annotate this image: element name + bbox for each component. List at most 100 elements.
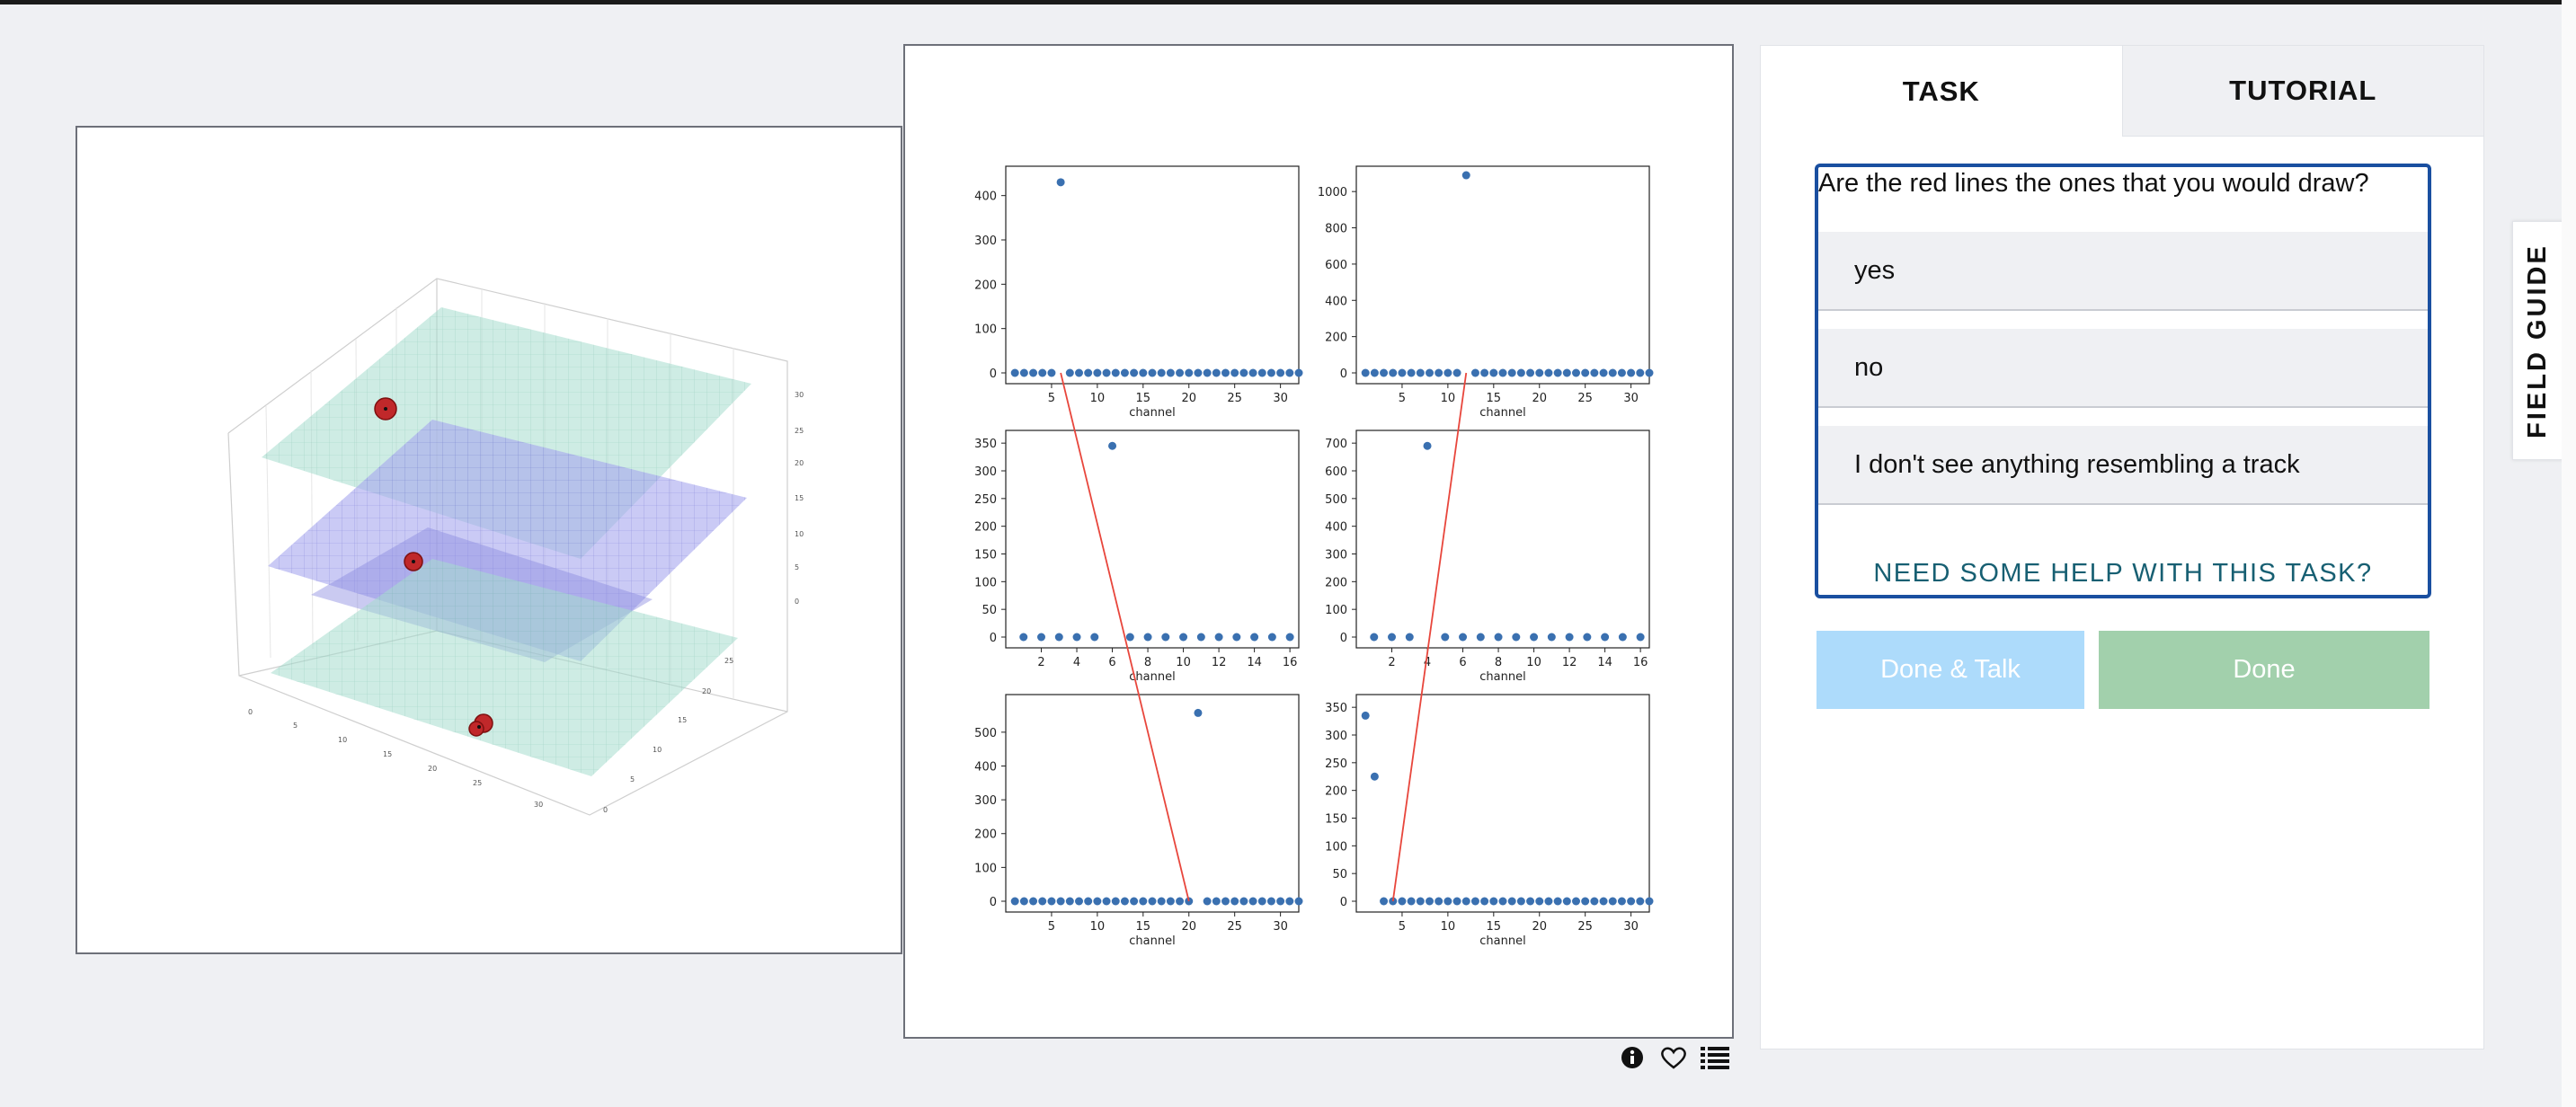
svg-text:10: 10 bbox=[338, 736, 347, 744]
data-point bbox=[1590, 368, 1599, 377]
y-tick-label: 50 bbox=[1332, 868, 1347, 881]
answer-yes[interactable]: yes bbox=[1818, 232, 2428, 311]
heart-icon[interactable] bbox=[1659, 1043, 1688, 1072]
data-point bbox=[1426, 368, 1434, 377]
data-point bbox=[1581, 897, 1590, 906]
data-point bbox=[1627, 897, 1636, 906]
x-tick-label: 20 bbox=[1181, 392, 1196, 405]
data-point bbox=[1037, 633, 1046, 642]
data-point bbox=[1166, 897, 1175, 906]
data-point bbox=[1157, 368, 1166, 377]
x-tick-label: 10 bbox=[1526, 656, 1541, 669]
data-point bbox=[1459, 633, 1468, 642]
data-point bbox=[1212, 897, 1221, 906]
data-point bbox=[1388, 633, 1397, 642]
data-point bbox=[1248, 897, 1257, 906]
data-point bbox=[1489, 368, 1498, 377]
data-point bbox=[1047, 897, 1056, 906]
data-point bbox=[1093, 368, 1102, 377]
data-point bbox=[1507, 368, 1516, 377]
data-point bbox=[1494, 633, 1503, 642]
svg-text:30: 30 bbox=[534, 801, 543, 809]
done-and-talk-button[interactable]: Done & Talk bbox=[1817, 631, 2084, 709]
data-point bbox=[1489, 897, 1498, 906]
answer-no[interactable]: no bbox=[1818, 329, 2428, 408]
help-link[interactable]: NEED SOME HELP WITH THIS TASK? bbox=[1873, 559, 2373, 588]
y-tick-label: 300 bbox=[974, 235, 997, 248]
data-point bbox=[1179, 633, 1188, 642]
data-point bbox=[1516, 368, 1525, 377]
y-tick-label: 400 bbox=[974, 190, 997, 204]
y-tick-label: 200 bbox=[974, 279, 997, 292]
data-point bbox=[1038, 897, 1047, 906]
scrollbar[interactable] bbox=[2562, 0, 2576, 1107]
data-point bbox=[1370, 368, 1379, 377]
data-point bbox=[1547, 633, 1556, 642]
data-point bbox=[1185, 368, 1194, 377]
plot-frame bbox=[1005, 430, 1300, 649]
data-point bbox=[1047, 368, 1056, 377]
data-point bbox=[1093, 897, 1102, 906]
data-point bbox=[1239, 368, 1248, 377]
tab-task[interactable]: TASK bbox=[1761, 46, 2122, 137]
info-icon[interactable] bbox=[1618, 1043, 1647, 1072]
tab-tutorial[interactable]: TUTORIAL bbox=[2121, 46, 2483, 137]
data-point bbox=[1038, 368, 1047, 377]
data-point bbox=[1250, 633, 1259, 642]
data-point bbox=[1361, 711, 1370, 720]
x-tick-label: 15 bbox=[1136, 392, 1151, 405]
x-tick-label: 14 bbox=[1597, 656, 1612, 669]
x-tick-label: 2 bbox=[1037, 656, 1044, 669]
data-point bbox=[1617, 368, 1626, 377]
plot-frame bbox=[1355, 430, 1650, 649]
data-point bbox=[1601, 633, 1610, 642]
data-point bbox=[1636, 368, 1645, 377]
y-tick-label: 100 bbox=[974, 323, 997, 337]
data-point bbox=[1416, 368, 1425, 377]
data-point bbox=[1257, 897, 1266, 906]
y-tick-label: 200 bbox=[1325, 332, 1347, 345]
x-tick-label: 25 bbox=[1577, 920, 1593, 934]
data-point bbox=[1617, 897, 1626, 906]
y-tick-label: 200 bbox=[974, 828, 997, 842]
answer-no-track[interactable]: I don't see anything resembling a track bbox=[1818, 426, 2428, 505]
done-button[interactable]: Done bbox=[2099, 631, 2429, 709]
data-point bbox=[1230, 897, 1239, 906]
task-tabs: TASK TUTORIAL bbox=[1761, 46, 2483, 137]
data-point bbox=[1530, 633, 1539, 642]
data-point bbox=[1248, 368, 1257, 377]
data-point bbox=[1214, 633, 1223, 642]
svg-text:0: 0 bbox=[248, 708, 253, 716]
data-point bbox=[1636, 897, 1645, 906]
x-tick-label: 14 bbox=[1247, 656, 1262, 669]
x-axis-label: channel bbox=[1129, 670, 1175, 684]
data-point bbox=[1111, 897, 1120, 906]
data-point bbox=[1398, 897, 1407, 906]
data-point bbox=[1285, 897, 1294, 906]
data-point bbox=[1019, 368, 1028, 377]
svg-text:5: 5 bbox=[630, 775, 635, 784]
data-point bbox=[1257, 368, 1266, 377]
track-line-left bbox=[1060, 372, 1190, 902]
data-point bbox=[1266, 897, 1275, 906]
data-point bbox=[1581, 368, 1590, 377]
y-tick-label: 600 bbox=[1325, 259, 1347, 272]
x-tick-label: 4 bbox=[1073, 656, 1080, 669]
x-tick-label: 12 bbox=[1212, 656, 1227, 669]
list-icon[interactable] bbox=[1701, 1043, 1729, 1072]
x-tick-label: 5 bbox=[1399, 392, 1406, 405]
data-point bbox=[1065, 368, 1074, 377]
x-tick-label: 6 bbox=[1459, 656, 1466, 669]
data-point bbox=[1480, 368, 1489, 377]
y-tick-label: 0 bbox=[990, 368, 997, 381]
y-tick-label: 150 bbox=[1325, 813, 1347, 827]
y-tick-label: 100 bbox=[974, 862, 997, 875]
field-guide-tab[interactable]: FIELD GUIDE bbox=[2512, 221, 2563, 460]
svg-text:20: 20 bbox=[428, 765, 437, 773]
data-point bbox=[1203, 897, 1212, 906]
data-point bbox=[1389, 368, 1398, 377]
y-tick-label: 0 bbox=[1340, 368, 1347, 381]
data-point bbox=[1498, 368, 1507, 377]
x-tick-label: 25 bbox=[1577, 392, 1593, 405]
data-point bbox=[1535, 897, 1544, 906]
